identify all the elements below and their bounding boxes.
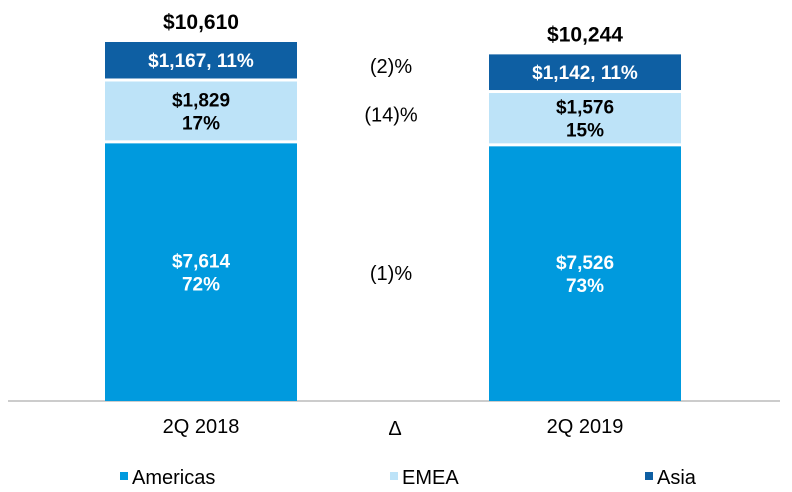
data-label-americas-1-0: $7,526 (556, 253, 614, 274)
data-label-asia-1-0: $1,142, 11% (532, 63, 638, 84)
legend-label-americas: Americas (132, 467, 215, 489)
delta-header: Δ (388, 418, 401, 440)
delta-asia: (2)% (370, 56, 412, 78)
category-label-1: 2Q 2019 (547, 416, 624, 438)
data-label-asia-0-0: $1,167, 11% (148, 51, 254, 72)
data-label-emea-1-1: 15% (566, 121, 604, 142)
bar-americas-0 (105, 143, 297, 401)
data-label-americas-0-1: 72% (182, 275, 220, 296)
legend-swatch-asia (645, 472, 653, 480)
data-label-americas-0-0: $7,614 (172, 252, 231, 273)
legend-label-emea: EMEA (402, 467, 459, 489)
bar-asia-0 (105, 42, 297, 79)
bar-americas-1 (489, 146, 681, 401)
data-label-emea-1-0: $1,576 (556, 98, 614, 119)
category-label-0: 2Q 2018 (163, 416, 240, 438)
data-label-emea-0-1: 17% (182, 113, 220, 134)
bar-asia-1 (489, 54, 681, 91)
delta-emea: (14)% (364, 105, 418, 127)
total-label-1: $10,244 (547, 23, 623, 46)
total-label-0: $10,610 (163, 11, 239, 34)
legend-swatch-emea (390, 472, 398, 480)
legend-swatch-americas (120, 472, 128, 480)
bar-emea-1 (489, 93, 681, 144)
legend-label-asia: Asia (657, 467, 697, 489)
data-label-emea-0-0: $1,829 (172, 90, 230, 111)
delta-americas: (1)% (370, 263, 412, 285)
bar-emea-0 (105, 81, 297, 141)
data-label-americas-1-1: 73% (566, 276, 604, 297)
